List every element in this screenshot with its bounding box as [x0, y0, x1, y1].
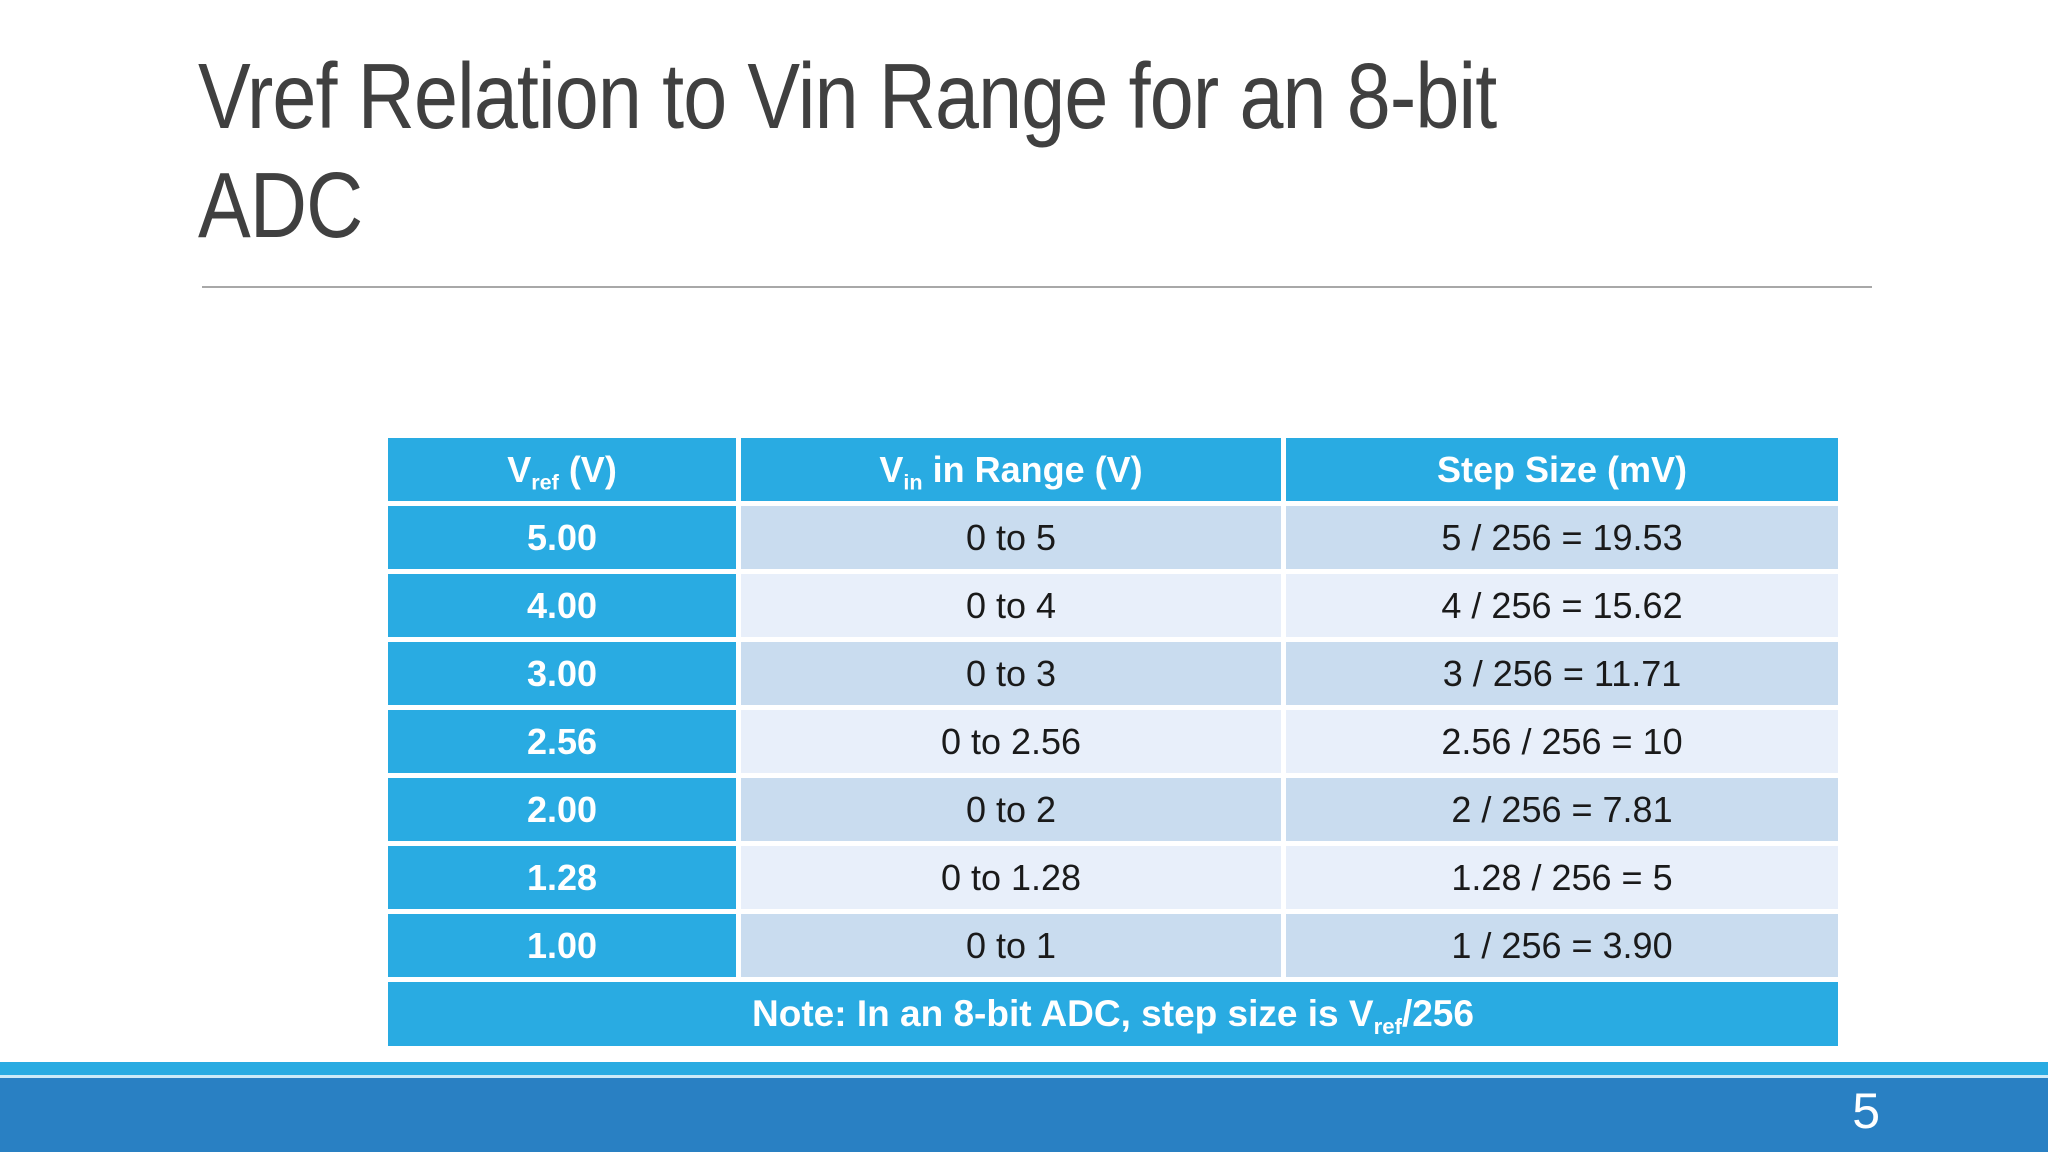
step-size-cell: 2.56 / 256 = 10	[1286, 710, 1838, 773]
column-header-vref: Vref (V)	[388, 438, 736, 501]
header-vref-label: Vref (V)	[507, 448, 617, 495]
vin-range-cell: 0 to 1	[741, 914, 1281, 977]
header-vin-label: Vin in Range (V)	[879, 448, 1143, 495]
vref-vin-table: Vref (V) Vin in Range (V) Step Size (mV)…	[388, 438, 1838, 1046]
column-header-step-size: Step Size (mV)	[1286, 438, 1838, 501]
vref-cell: 4.00	[388, 574, 736, 637]
vin-range-cell: 0 to 2	[741, 778, 1281, 841]
slide-title: Vref Relation to Vin Range for an 8-bit …	[198, 42, 1497, 260]
slide-title-line-2: ADC	[198, 152, 363, 257]
vref-cell: 3.00	[388, 642, 736, 705]
vin-range-cell: 0 to 3	[741, 642, 1281, 705]
vin-range-cell: 0 to 5	[741, 506, 1281, 569]
vref-cell: 1.00	[388, 914, 736, 977]
slide-title-line-1: Vref Relation to Vin Range for an 8-bit	[198, 44, 1497, 148]
vref-cell: 2.56	[388, 710, 736, 773]
table-note-row: Note: In an 8-bit ADC, step size is Vref…	[388, 982, 1838, 1046]
note-text: Note: In an 8-bit ADC, step size is Vref…	[752, 993, 1474, 1039]
footer-bar	[0, 1078, 2048, 1152]
step-size-cell: 4 / 256 = 15.62	[1286, 574, 1838, 637]
vref-cell: 2.00	[388, 778, 736, 841]
page-number: 5	[1852, 1083, 1880, 1139]
vin-range-cell: 0 to 1.28	[741, 846, 1281, 909]
header-step-size-label: Step Size (mV)	[1436, 448, 1688, 490]
vref-cell: 5.00	[388, 506, 736, 569]
step-size-cell: 5 / 256 = 19.53	[1286, 506, 1838, 569]
step-size-cell: 3 / 256 = 11.71	[1286, 642, 1838, 705]
footer-accent-strip	[0, 1062, 2048, 1075]
vin-range-cell: 0 to 4	[741, 574, 1281, 637]
step-size-cell: 1.28 / 256 = 5	[1286, 846, 1838, 909]
step-size-cell: 2 / 256 = 7.81	[1286, 778, 1838, 841]
title-divider	[202, 286, 1872, 288]
vref-cell: 1.28	[388, 846, 736, 909]
step-size-cell: 1 / 256 = 3.90	[1286, 914, 1838, 977]
vin-range-cell: 0 to 2.56	[741, 710, 1281, 773]
footer-strip-divider	[0, 1075, 2048, 1078]
column-header-vin-range: Vin in Range (V)	[741, 438, 1281, 501]
